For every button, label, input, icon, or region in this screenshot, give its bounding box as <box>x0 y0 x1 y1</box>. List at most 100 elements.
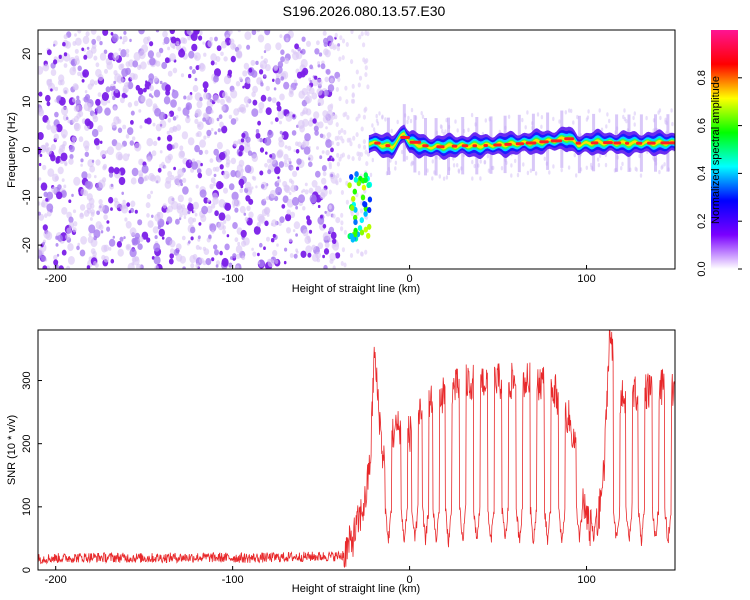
spectrogram-noise-blob <box>65 116 69 120</box>
spectrogram-noise-blob <box>137 87 144 95</box>
spectrogram-noise-blob <box>155 30 160 33</box>
spectrogram-noise-blob <box>113 167 120 175</box>
colorbar-ticks: 0.0 0.2 0.4 0.6 0.8 <box>696 70 742 277</box>
spectrogram-noise-blob <box>279 216 285 224</box>
spectrogram-noise-blob <box>195 132 200 137</box>
spectrogram-signal-scatter <box>573 153 576 158</box>
spectrogram-noise-blob <box>288 238 293 243</box>
spectrogram-signal-scatter <box>663 162 666 167</box>
spectrogram-noise-blob <box>204 149 209 155</box>
spectrogram-signal-scatter <box>375 113 378 119</box>
spectrogram-noise-blob <box>327 84 335 93</box>
spectrogram-noise-blob <box>305 245 313 254</box>
spectrogram-noise-blob <box>76 113 81 119</box>
colorbar-gradient <box>711 30 738 269</box>
spectrogram-cluster-blob <box>366 232 371 239</box>
spectrogram-noise-blob <box>98 179 106 189</box>
spectrogram-noise-blob <box>264 207 270 215</box>
spectrogram-noise-blob <box>362 114 366 120</box>
spectrogram-noise-blob <box>169 253 174 259</box>
spectrogram-noise-blob <box>294 43 299 50</box>
spectrogram-noise-blob <box>277 61 284 68</box>
spectrogram-noise-blob <box>306 40 311 48</box>
spectrogram-noise-blob <box>232 253 237 259</box>
spectrogram-noise-blob <box>295 82 298 86</box>
spectrogram-noise-blob <box>167 46 171 51</box>
spectrogram-noise-blob <box>248 211 254 219</box>
spectrogram-noise-blob <box>134 209 138 214</box>
spectrogram-signal-scatter <box>514 158 517 164</box>
spectrogram-noise-blob <box>188 240 191 244</box>
spectrogram-noise-blob <box>122 199 126 205</box>
spectrogram-noise-blob <box>322 232 330 241</box>
spectrogram-noise-blob <box>50 144 57 151</box>
snr-y-tick-label: 100 <box>21 498 33 516</box>
spectrogram-noise-blob <box>167 153 173 161</box>
spectrogram-noise-blob <box>285 213 292 222</box>
spectrogram-signal-scatter <box>604 162 608 168</box>
spectrogram-noise-blob <box>284 145 288 149</box>
spectrogram-noise-blob <box>101 254 106 261</box>
spectrogram-noise-blob <box>72 227 77 233</box>
spectrogram-noise-blob <box>257 34 265 43</box>
spectrogram-noise-blob <box>203 248 210 256</box>
spectrogram-noise-blob <box>132 60 139 68</box>
spectrogram-noise-blob <box>88 224 96 234</box>
spectrogram-noise-blob <box>213 148 219 156</box>
spectrogram-noise-blob <box>57 234 63 242</box>
spectrogram-noise-blob <box>195 184 199 189</box>
spectrogram-noise-blob <box>301 144 305 148</box>
spectrogram-noise-blob <box>179 150 185 158</box>
spectrogram-noise-blob <box>93 138 100 146</box>
spectrogram-noise-blob <box>256 221 261 228</box>
spectrogram-signal-scatter <box>516 172 520 178</box>
spectrogram-noise-blob <box>330 103 334 109</box>
spectrogram-noise-blob <box>355 211 360 217</box>
spectrogram-noise-blob <box>292 229 296 233</box>
spectrogram-noise-blob <box>85 31 90 37</box>
spectrogram-noise-blob <box>216 98 221 104</box>
spectrogram-noise-blob <box>150 190 154 195</box>
spectrogram-noise-blob <box>305 108 312 116</box>
spectrogram-noise-blob <box>253 226 261 235</box>
spectrogram-noise-blob <box>158 47 164 54</box>
spectrogram-noise-blob <box>336 46 340 52</box>
spectrogram-noise-blob <box>68 158 74 165</box>
spectrogram-signal-scatter <box>470 112 474 118</box>
spectrogram-noise-blob <box>126 202 131 207</box>
spectrogram-noise-blob <box>42 224 48 231</box>
spectrogram-noise-blob <box>173 142 179 149</box>
spectrogram-noise-blob <box>83 102 91 112</box>
spectrogram-noise-blob <box>91 128 99 138</box>
colorbar-label: Normalized spectral amplitude <box>710 76 722 224</box>
spectrogram-signal-scatter <box>479 176 482 181</box>
spectrogram-noise-blob <box>154 108 162 117</box>
spectrogram-signal-scatter <box>548 170 551 175</box>
spectrogram-noise-blob <box>159 80 163 85</box>
spectrogram-noise-blob <box>212 166 217 172</box>
spectrogram-noise-blob <box>123 236 126 240</box>
spectrogram-noise-blob <box>179 179 183 184</box>
spectrogram-noise-blob <box>309 80 313 84</box>
spectrogram-noise-blob <box>213 75 219 83</box>
spectrogram-noise-blob <box>91 159 95 163</box>
spectrogram-noise-blob <box>147 50 154 59</box>
spectrogram-noise-blob <box>182 266 186 269</box>
spectrogram-noise-blob <box>192 201 199 210</box>
spectrogram-noise-blob <box>340 128 344 133</box>
spectrogram-noise-blob <box>245 103 249 108</box>
spectrogram-noise-blob <box>207 40 213 48</box>
spectrogram-signal-scatter <box>384 117 387 122</box>
spectrogram-noise-blob <box>113 106 117 111</box>
spectrogram-cluster-blob <box>362 201 367 207</box>
spectrogram-signal-scatter <box>378 111 381 116</box>
spectrogram-noise-blob <box>291 166 294 170</box>
spectrogram-noise-blob <box>149 57 156 66</box>
spectrogram-noise-blob <box>99 52 107 61</box>
spectrogram-noise-blob <box>343 229 347 235</box>
spectrogram-noise-blob <box>103 49 108 55</box>
spectrogram-signal-scatter <box>409 118 413 124</box>
spectrogram-noise-blob <box>169 240 176 248</box>
spectrogram-noise-blob <box>332 213 336 219</box>
